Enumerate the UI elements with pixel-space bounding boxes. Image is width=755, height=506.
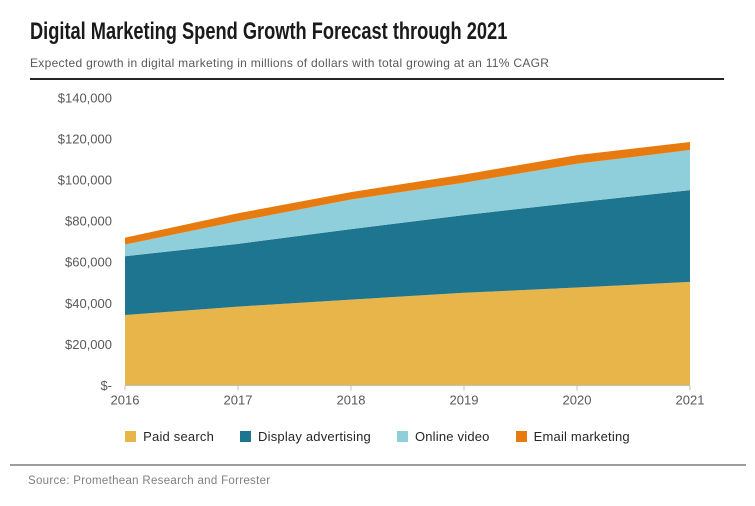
legend-swatch-email-marketing [515,431,527,442]
chart-subtitle: Expected growth in digital marketing in … [30,56,550,70]
legend-item-paid-search: Paid search [125,429,214,444]
legend-swatch-paid-search [125,431,137,442]
source-note: Source: Promethean Research and Forreste… [28,475,271,487]
y-tick-label: $20,000 [65,337,112,352]
legend-label-online-video: Online video [414,429,490,444]
x-tick-label: 2020 [563,393,592,408]
legend-item-email-marketing: Email marketing [515,429,630,444]
header-divider [30,78,724,80]
legend-swatch-online-video [396,431,408,442]
legend-swatch-display-advertising [240,431,252,442]
area-display-advertising [125,190,690,315]
stacked-area-chart: 2016 2017 2018 2019 2020 2021 $- $20,000 $40,000… [58,90,705,408]
x-tick-label: 2019 [450,393,479,408]
area-online-video [125,150,690,257]
legend-label-paid-search: Paid search [143,429,215,444]
y-tick-label: $100,000 [58,173,112,188]
y-tick-label: $40,000 [65,296,112,311]
legend-item-display-advertising: Display advertising [240,429,371,444]
x-tick-label: 2018 [337,393,366,408]
legend-label-display-advertising: Display advertising [258,429,371,444]
y-tick-label: $120,000 [58,131,112,146]
legend-label-email-marketing: Email marketing [533,429,630,444]
x-tick-label: 2016 [111,393,140,408]
y-tick-label: $80,000 [65,214,112,229]
y-tick-label: $- [100,378,112,393]
x-tick-label: 2017 [224,393,253,408]
chart-legend: Paid search Display advertising Online vid… [0,429,755,444]
y-tick-label: $140,000 [58,90,112,105]
legend-item-online-video: Online video [396,429,490,444]
area-paid-search [125,281,690,386]
y-tick-label: $60,000 [65,255,112,270]
footer-divider [10,464,746,466]
chart-title: Digital Marketing Spend Growth Forecast … [30,18,508,45]
area-email-marketing [125,142,690,245]
x-tick-label: 2021 [676,393,705,408]
